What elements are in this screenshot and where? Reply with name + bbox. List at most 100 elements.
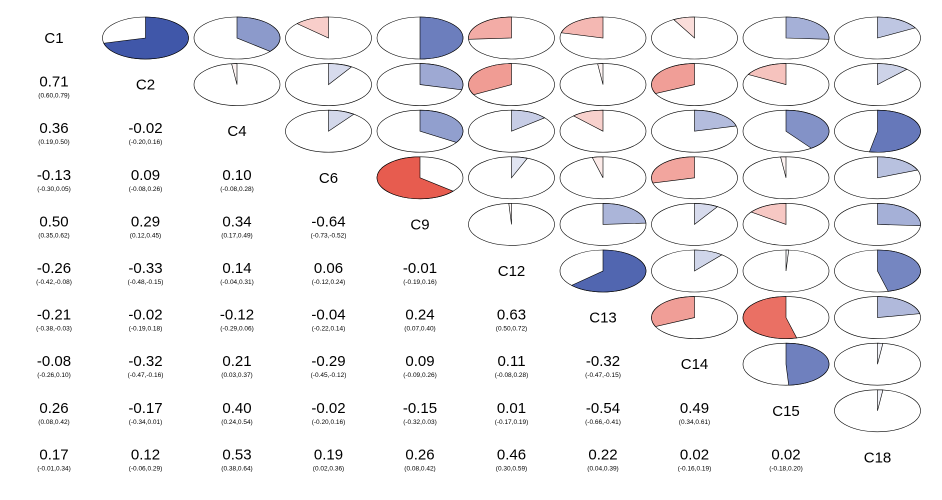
coef-c14-c9: 0.09	[405, 353, 434, 370]
pie-slice	[785, 109, 830, 149]
pie-c12-c15	[742, 249, 830, 293]
pie-c1-c4	[193, 16, 281, 60]
coef-c14-c4: 0.21	[222, 353, 251, 370]
coef-c9-c6: -0.64	[311, 213, 345, 230]
coef-c15-c14: 0.49	[680, 400, 709, 417]
diagonal-variable-labels: C1 C2 C4 C6 C9 C12 C13 C14 C15 C18	[44, 30, 891, 466]
coef-c14-c1: -0.08	[37, 353, 71, 370]
pie-c4-c6	[285, 109, 372, 153]
pie-c6-c9	[376, 156, 464, 200]
pie-slice	[869, 109, 921, 153]
coef-c13-c9: 0.24	[405, 307, 434, 324]
pie-c2-c14	[651, 63, 738, 106]
coef-c6-c1: -0.13	[37, 167, 71, 184]
pie-c9-c12	[468, 203, 555, 246]
pie-c12-c18	[834, 249, 921, 293]
pie-slice	[694, 249, 723, 272]
coef-c15-c2: -0.17	[128, 400, 162, 417]
coef-c18-c2: 0.12	[131, 446, 160, 463]
ci-c6-c4: (-0.08,0.28)	[220, 186, 254, 193]
coef-c13-c2: -0.02	[128, 307, 162, 324]
pie-slice	[419, 109, 464, 143]
coef-c18-c6: 0.19	[314, 446, 343, 463]
pie-slice	[419, 16, 464, 60]
coef-c15-c6: -0.02	[311, 400, 345, 417]
coef-c12-c2: -0.33	[128, 260, 162, 277]
pie-slice	[673, 16, 695, 39]
ci-c18-c2: (-0.06,0.29)	[129, 465, 163, 472]
coef-c9-c2: 0.29	[131, 213, 160, 230]
pie-slice	[877, 63, 908, 86]
pie-c1-c13	[559, 16, 647, 60]
pie-c1-c14	[651, 16, 738, 60]
ci-c15-c14: (0.34,0.61)	[679, 419, 710, 426]
ci-c18-c1: (-0.01,0.34)	[37, 465, 71, 472]
coef-c15-c12: 0.01	[497, 400, 526, 417]
ci-c9-c1: (0.35,0.62)	[38, 232, 69, 239]
pie-slice	[747, 63, 787, 85]
ci-c15-c1: (0.08,0.42)	[38, 419, 69, 426]
ci-c12-c6: (-0.12,0.24)	[312, 279, 346, 286]
diagonal-label-c14: C14	[681, 356, 709, 373]
coef-c12-c9: -0.01	[403, 260, 437, 277]
ci-c15-c2: (-0.34,0.01)	[129, 419, 163, 426]
pie-slice	[742, 296, 798, 339]
pie-c4-c15	[742, 109, 830, 153]
pie-c2-c6	[285, 63, 372, 106]
coef-c14-c2: -0.32	[128, 353, 162, 370]
lower-panel-coefficients: 0.71 (0.60,0.79) 0.36 (0.19,0.50) -0.02 (-0.2…	[36, 74, 803, 473]
ci-c12-c2: (-0.48,-0.15)	[128, 279, 164, 286]
ci-c14-c9: (-0.09,0.26)	[403, 372, 437, 379]
coef-c13-c12: 0.63	[497, 307, 526, 324]
pie-c2-c9	[376, 63, 464, 106]
diagonal-label-c1: C1	[44, 30, 63, 47]
pie-slice	[511, 156, 528, 179]
pie-c2-c18	[834, 63, 921, 106]
coef-c13-c6: -0.04	[311, 307, 345, 324]
coef-c15-c13: -0.54	[586, 400, 620, 417]
coef-c15-c1: 0.26	[39, 400, 68, 417]
ci-c13-c12: (0.50,0.72)	[496, 326, 527, 333]
ci-c18-c15: (-0.18,0.20)	[769, 465, 803, 472]
diagonal-label-c6: C6	[319, 170, 338, 187]
pie-slice	[877, 296, 921, 318]
pie-c1-c12	[468, 16, 555, 60]
ci-c14-c12: (-0.08,0.28)	[495, 372, 529, 379]
pie-slice	[591, 156, 604, 178]
coef-c18-c14: 0.02	[680, 446, 709, 463]
pie-c6-c12	[468, 156, 555, 200]
pie-slice	[651, 156, 695, 184]
ci-c18-c4: (0.38,0.64)	[221, 465, 252, 472]
coef-c15-c9: -0.15	[403, 400, 437, 417]
pie-slice	[877, 203, 921, 227]
pie-slice	[780, 156, 787, 178]
pie-slice	[570, 249, 647, 293]
pie-c9-c13	[559, 203, 647, 246]
pie-slice	[328, 63, 353, 86]
ci-c18-c6: (0.02,0.36)	[313, 465, 344, 472]
pie-c12-c14	[651, 249, 738, 293]
coef-c9-c4: 0.34	[222, 213, 251, 230]
pie-c2-c13	[559, 63, 647, 106]
pie-slice	[468, 63, 512, 96]
diagonal-label-c12: C12	[498, 263, 526, 280]
ci-c18-c13: (0.04,0.39)	[587, 465, 618, 472]
pie-slice	[296, 16, 329, 39]
pie-slice	[511, 109, 546, 132]
ci-c13-c9: (0.07,0.40)	[404, 326, 435, 333]
pie-slice	[419, 63, 464, 91]
pie-slice	[651, 296, 695, 327]
pie-c6-c13	[559, 156, 647, 200]
pie-c1-c18	[834, 16, 921, 60]
ci-c9-c2: (0.12,0.45)	[130, 232, 161, 239]
coef-c12-c4: 0.14	[222, 260, 251, 277]
pie-c1-c15	[742, 16, 830, 60]
pie-c13-c18	[834, 296, 921, 339]
coef-c6-c4: 0.10	[222, 167, 251, 184]
coef-c2-c1: 0.71	[39, 74, 68, 91]
pie-c14-c15	[742, 342, 830, 386]
coef-c4-c2: -0.02	[128, 120, 162, 137]
upper-panel-pies	[102, 16, 921, 433]
pie-slice	[785, 249, 790, 272]
